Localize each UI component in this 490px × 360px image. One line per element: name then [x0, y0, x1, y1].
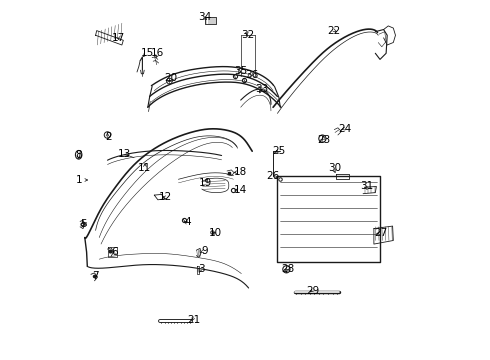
Text: 8: 8: [75, 150, 82, 160]
Text: 3: 3: [198, 264, 205, 274]
Text: 33: 33: [256, 84, 269, 94]
Text: 30: 30: [328, 163, 341, 174]
Text: 15: 15: [141, 48, 154, 58]
Text: 7: 7: [92, 271, 99, 282]
Text: 27: 27: [374, 228, 388, 238]
Text: 13: 13: [118, 149, 131, 159]
Text: 20: 20: [165, 73, 178, 84]
Text: 1: 1: [75, 175, 82, 185]
Text: 4: 4: [184, 217, 191, 228]
Text: 32: 32: [241, 30, 254, 40]
Text: 2: 2: [105, 132, 112, 142]
Text: 28: 28: [281, 264, 294, 274]
Text: 26: 26: [267, 171, 280, 181]
Text: 5: 5: [80, 219, 87, 229]
Text: 10: 10: [209, 228, 222, 238]
Text: 14: 14: [234, 185, 247, 195]
Text: 18: 18: [234, 167, 247, 177]
Text: 16: 16: [151, 48, 165, 58]
Text: 34: 34: [198, 12, 211, 22]
Text: 6: 6: [111, 247, 118, 257]
Text: 17: 17: [112, 33, 125, 43]
Text: 11: 11: [138, 163, 151, 174]
Text: 12: 12: [159, 192, 172, 202]
Text: 23: 23: [317, 135, 330, 145]
Text: 29: 29: [306, 286, 319, 296]
Text: 31: 31: [360, 181, 373, 192]
Text: 24: 24: [339, 124, 352, 134]
Text: 9: 9: [201, 246, 208, 256]
Text: 36: 36: [245, 70, 258, 80]
Text: 22: 22: [328, 26, 341, 36]
Text: 35: 35: [234, 66, 247, 76]
Text: 25: 25: [272, 146, 286, 156]
Text: 21: 21: [187, 315, 200, 325]
Text: 19: 19: [199, 178, 212, 188]
